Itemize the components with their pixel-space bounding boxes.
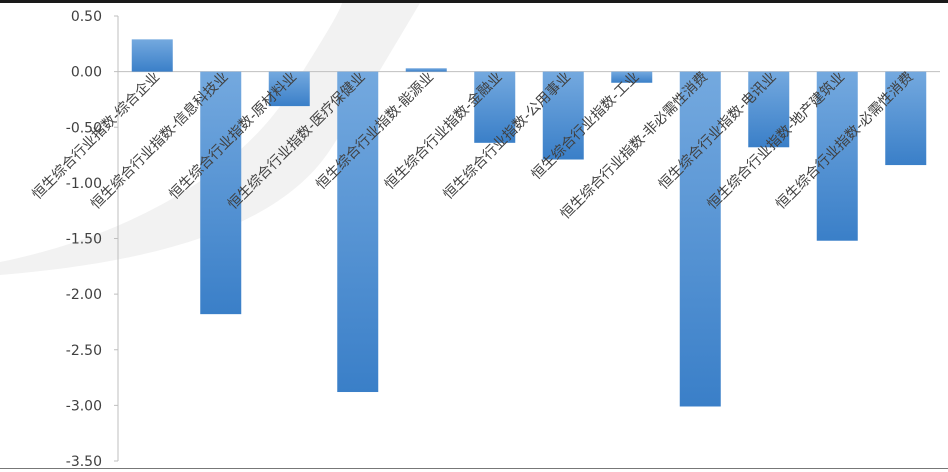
bar [748,71,790,148]
bar [542,71,584,160]
bar [885,71,927,166]
y-tick-label: 0.50 [71,9,102,25]
y-tick-label: -1.00 [66,176,102,192]
y-tick-label: 0.00 [71,65,102,81]
bottom-border [0,468,948,469]
bar [131,39,173,72]
bar [816,71,858,241]
y-tick-label: -3.00 [66,398,102,414]
y-tick-label: -2.00 [66,287,102,303]
watermark-swoosh [0,3,420,275]
bar [611,71,653,83]
bar [337,71,379,393]
bar [200,71,242,315]
y-tick-label: -2.50 [66,343,102,359]
y-tick-label: -3.50 [66,454,102,470]
top-border [0,0,948,3]
bar [405,68,447,72]
y-tick-label: -0.50 [66,120,102,136]
bar [268,71,310,107]
bar [474,71,516,143]
bar [679,71,721,407]
y-tick-label: -1.50 [66,232,102,248]
